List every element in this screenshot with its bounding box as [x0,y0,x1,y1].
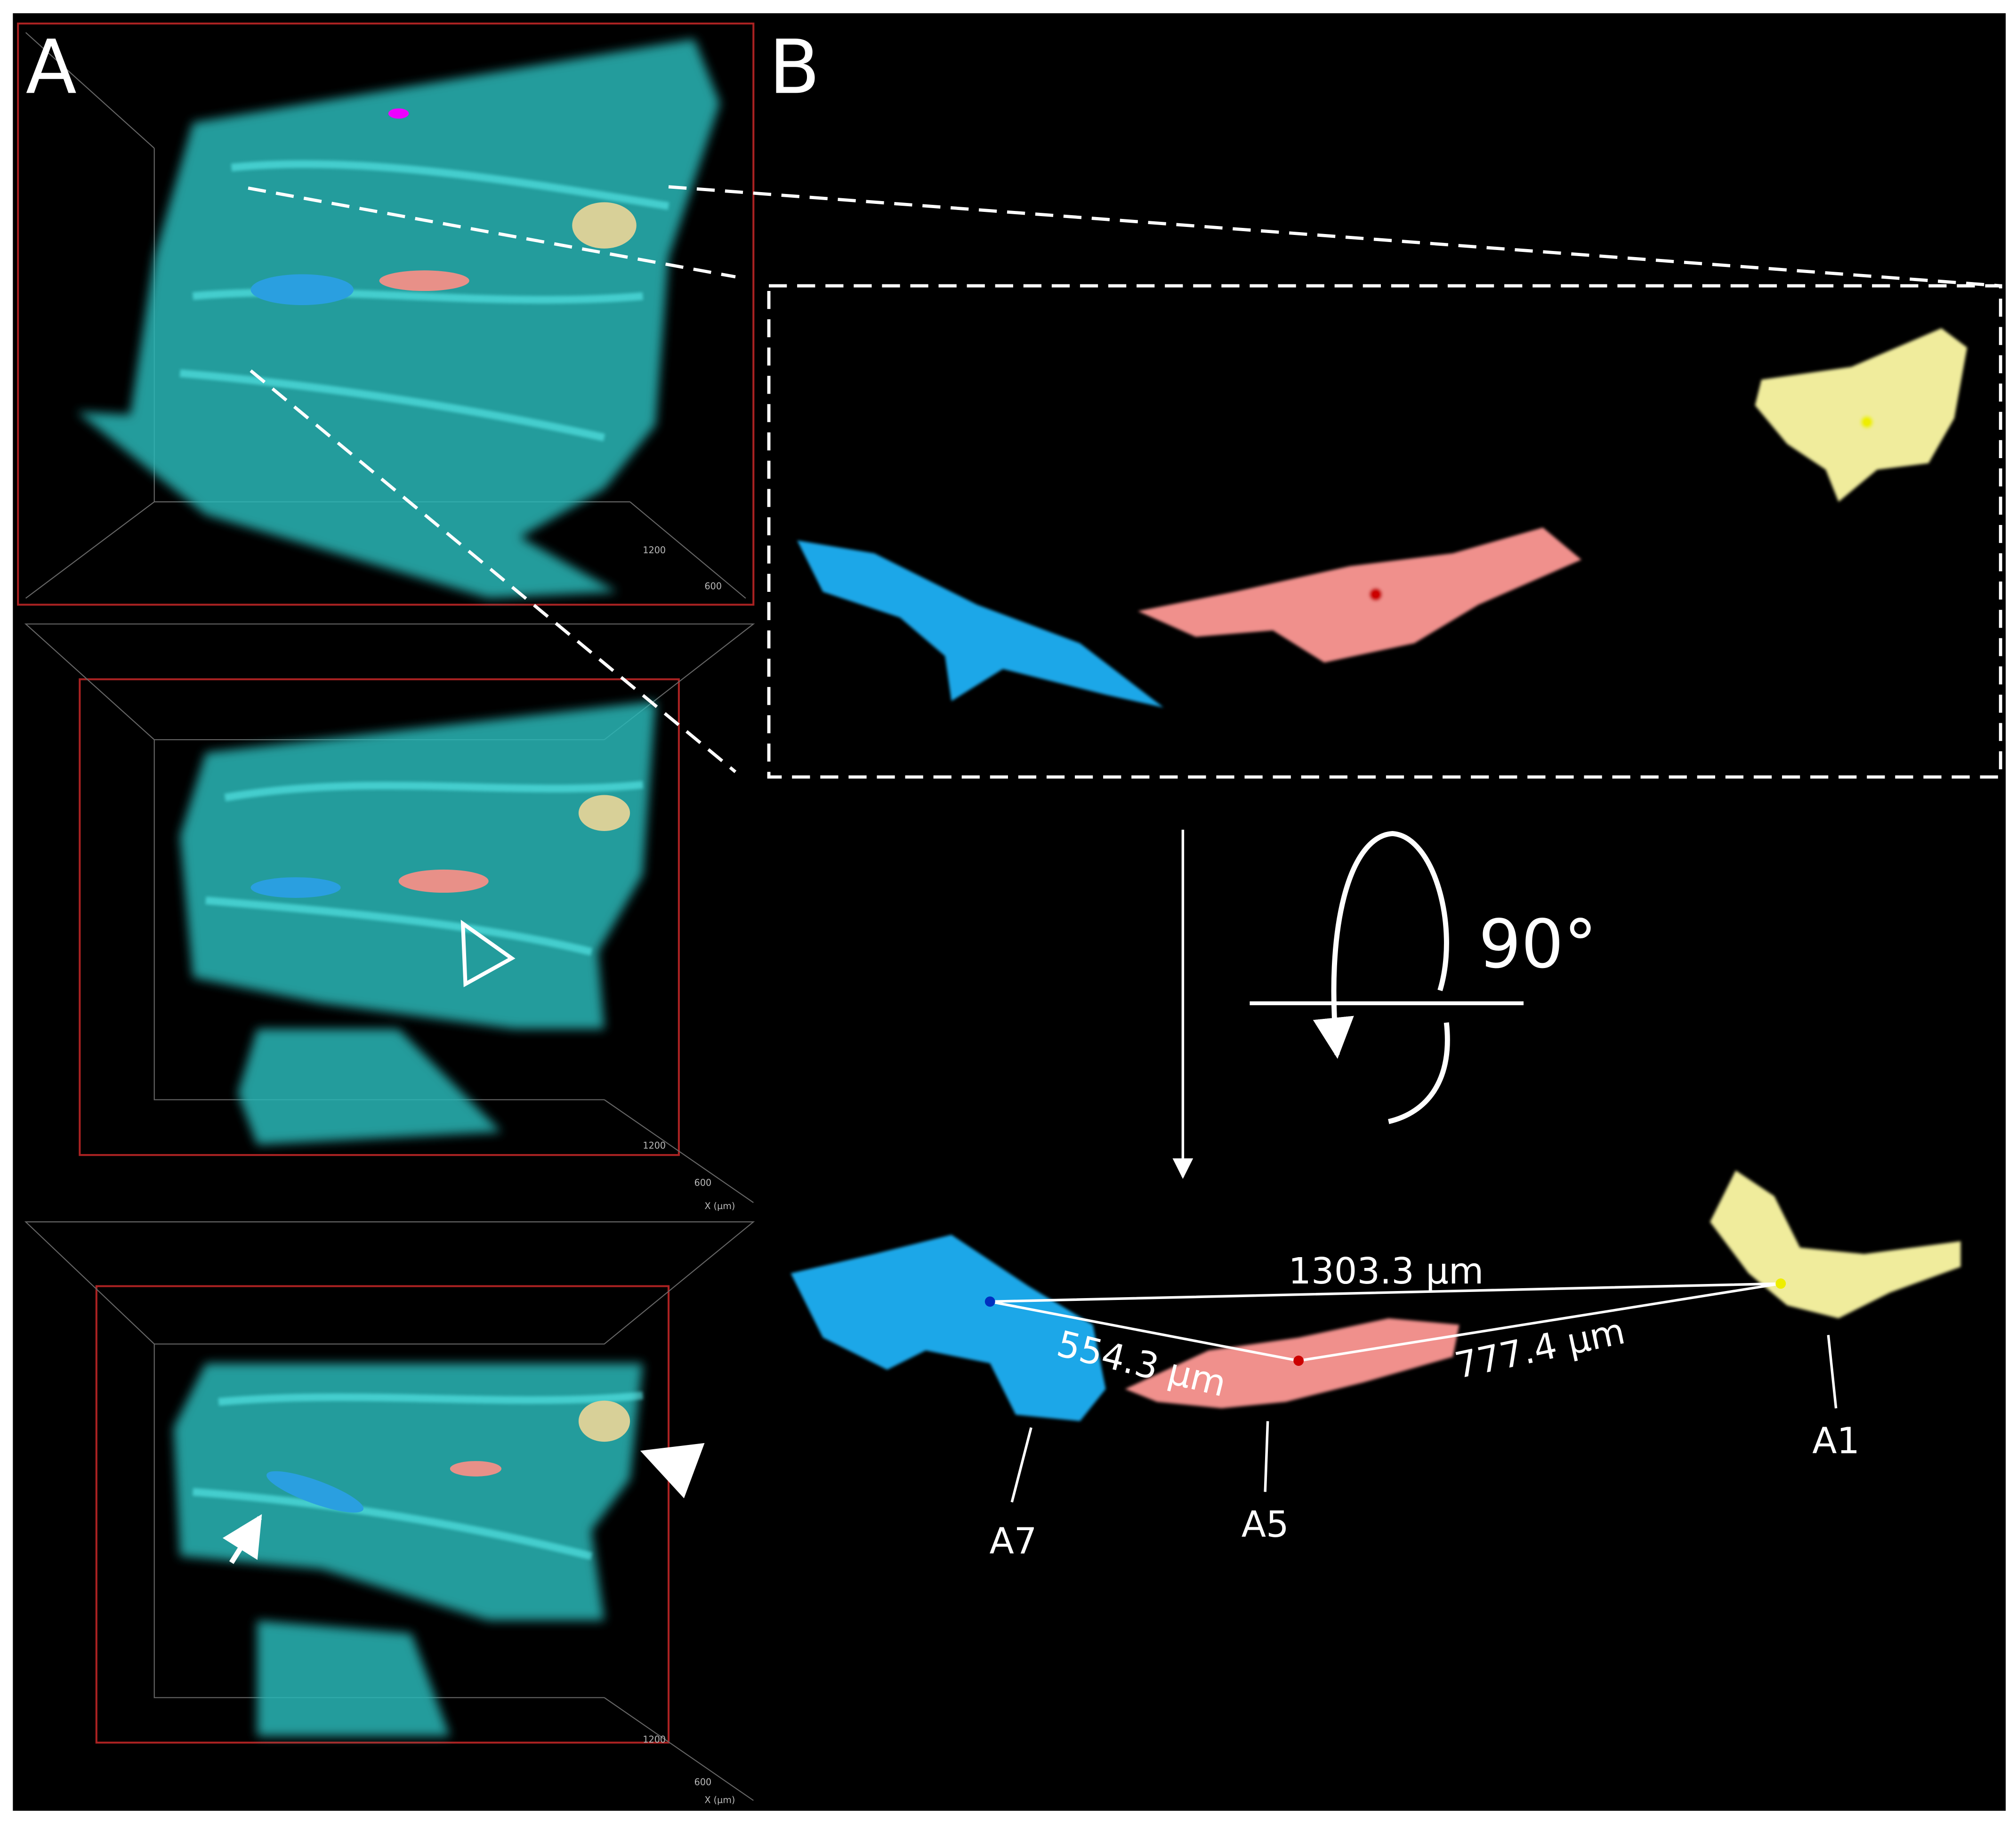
rotation-indicator: 90° [1172,830,1597,1179]
axis-label: 1200 [643,1734,666,1745]
cells-top [797,328,1968,708]
centroid [1293,1356,1304,1366]
cell-label: A7 [989,1521,1037,1563]
axis-label: 600 [694,1776,711,1787]
cell-label: A1 [1812,1420,1860,1462]
axis-label: X (µm) [705,1794,735,1805]
centroid [984,1296,995,1307]
distance-label: 1303.3 µm [1288,1251,1484,1292]
render-2: 1200 600 X (µm) [24,623,755,1211]
rotation-label: 90° [1478,905,1597,983]
axis-label: 1200 [643,1140,666,1151]
cell-label: A5 [1242,1504,1289,1546]
panel-label: A [26,24,77,111]
cells-bottom [790,1170,1961,1421]
axis-label: 600 [694,1178,711,1188]
axis-label: 600 [705,581,722,592]
axis-label: X (µm) [705,1201,735,1211]
centroid [1775,1278,1786,1289]
render-1: 1200 600 [17,22,755,606]
panel-label: B [769,24,820,111]
zoom-lines [248,185,2002,779]
axis-label: 1200 [643,545,666,556]
distance-lines [990,1282,1781,1362]
leader-lines [1010,1335,1838,1503]
render-3: 1200 600 X (µm) [24,1221,755,1805]
